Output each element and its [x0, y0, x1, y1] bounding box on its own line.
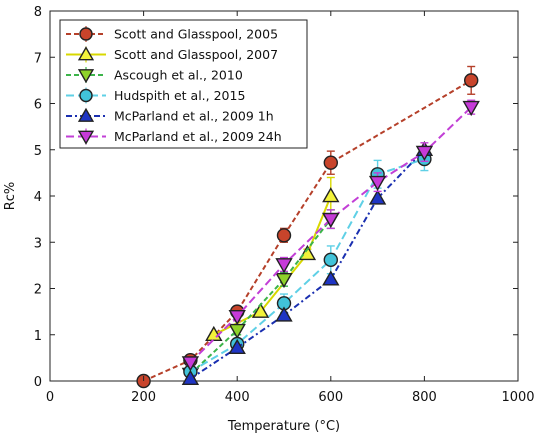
legend-marker — [77, 46, 95, 61]
data-point — [275, 258, 293, 274]
series-5 — [181, 140, 434, 385]
series-2 — [205, 176, 340, 342]
data-point — [181, 356, 200, 372]
data-point — [181, 369, 200, 385]
legend: Scott and Glasspool, 2005 Scott and Glass… — [59, 19, 308, 149]
data-point — [298, 244, 317, 261]
legend-box — [59, 19, 308, 149]
y-tick-label: 2 — [34, 283, 42, 298]
axis-layer: 0 200 400 600 800 1000 0 1 2 3 4 5 6 7 8 — [34, 5, 535, 405]
data-point — [276, 228, 292, 243]
data-point — [228, 309, 246, 326]
series-line — [189, 218, 332, 375]
legend-label: McParland et al., 2009 24h — [114, 129, 282, 144]
x-tick-label: 0 — [46, 390, 54, 405]
y-tick-label: 3 — [34, 236, 42, 251]
x-tick-label: 1000 — [501, 390, 534, 405]
series-4 — [183, 146, 432, 379]
y-axis-title: Rc% — [3, 182, 18, 211]
x-tick-label: 400 — [225, 390, 250, 405]
data-point — [322, 212, 340, 229]
y-tick-label: 7 — [34, 51, 42, 66]
series-line — [189, 158, 425, 373]
data-point — [462, 100, 480, 117]
data-point — [368, 189, 387, 205]
data-point — [228, 338, 246, 355]
legend-marker — [77, 130, 95, 145]
legend-label: Scott and Glasspool, 2005 — [114, 27, 278, 42]
x-tick-label: 800 — [412, 390, 437, 405]
data-point — [415, 145, 434, 161]
y-tick-label: 8 — [34, 5, 42, 20]
data-point — [275, 306, 293, 322]
legend-label: McParland et al., 2009 1h — [114, 109, 274, 124]
x-axis-title: Temperature (°C) — [227, 419, 340, 434]
y-tick-label: 5 — [34, 144, 42, 159]
data-point — [323, 252, 338, 268]
series-line — [189, 149, 426, 380]
series-6 — [181, 99, 480, 372]
y-tick-label: 0 — [34, 375, 42, 390]
data-point — [251, 302, 270, 318]
legend-marker — [77, 69, 95, 84]
legend-label: Ascough et al., 2010 — [114, 68, 243, 83]
legend-label: Scott and Glasspool, 2007 — [114, 47, 278, 62]
x-tick-label: 600 — [318, 390, 343, 405]
x-tick-label: 200 — [131, 390, 156, 405]
data-point — [275, 272, 293, 289]
series-line — [143, 79, 472, 382]
legend-marker — [79, 88, 93, 103]
data-point — [464, 73, 479, 88]
legend-marker — [77, 107, 95, 122]
y-tick-label: 4 — [34, 190, 42, 205]
series-layer — [136, 65, 480, 389]
y-tick-label: 1 — [34, 329, 42, 344]
data-point — [322, 270, 340, 286]
legend-marker — [79, 27, 93, 41]
data-point — [322, 187, 340, 203]
y-tick-label: 6 — [34, 98, 42, 113]
data-point — [368, 175, 387, 192]
data-point — [323, 155, 338, 170]
legend-label: Hudspith et al., 2015 — [114, 88, 245, 103]
